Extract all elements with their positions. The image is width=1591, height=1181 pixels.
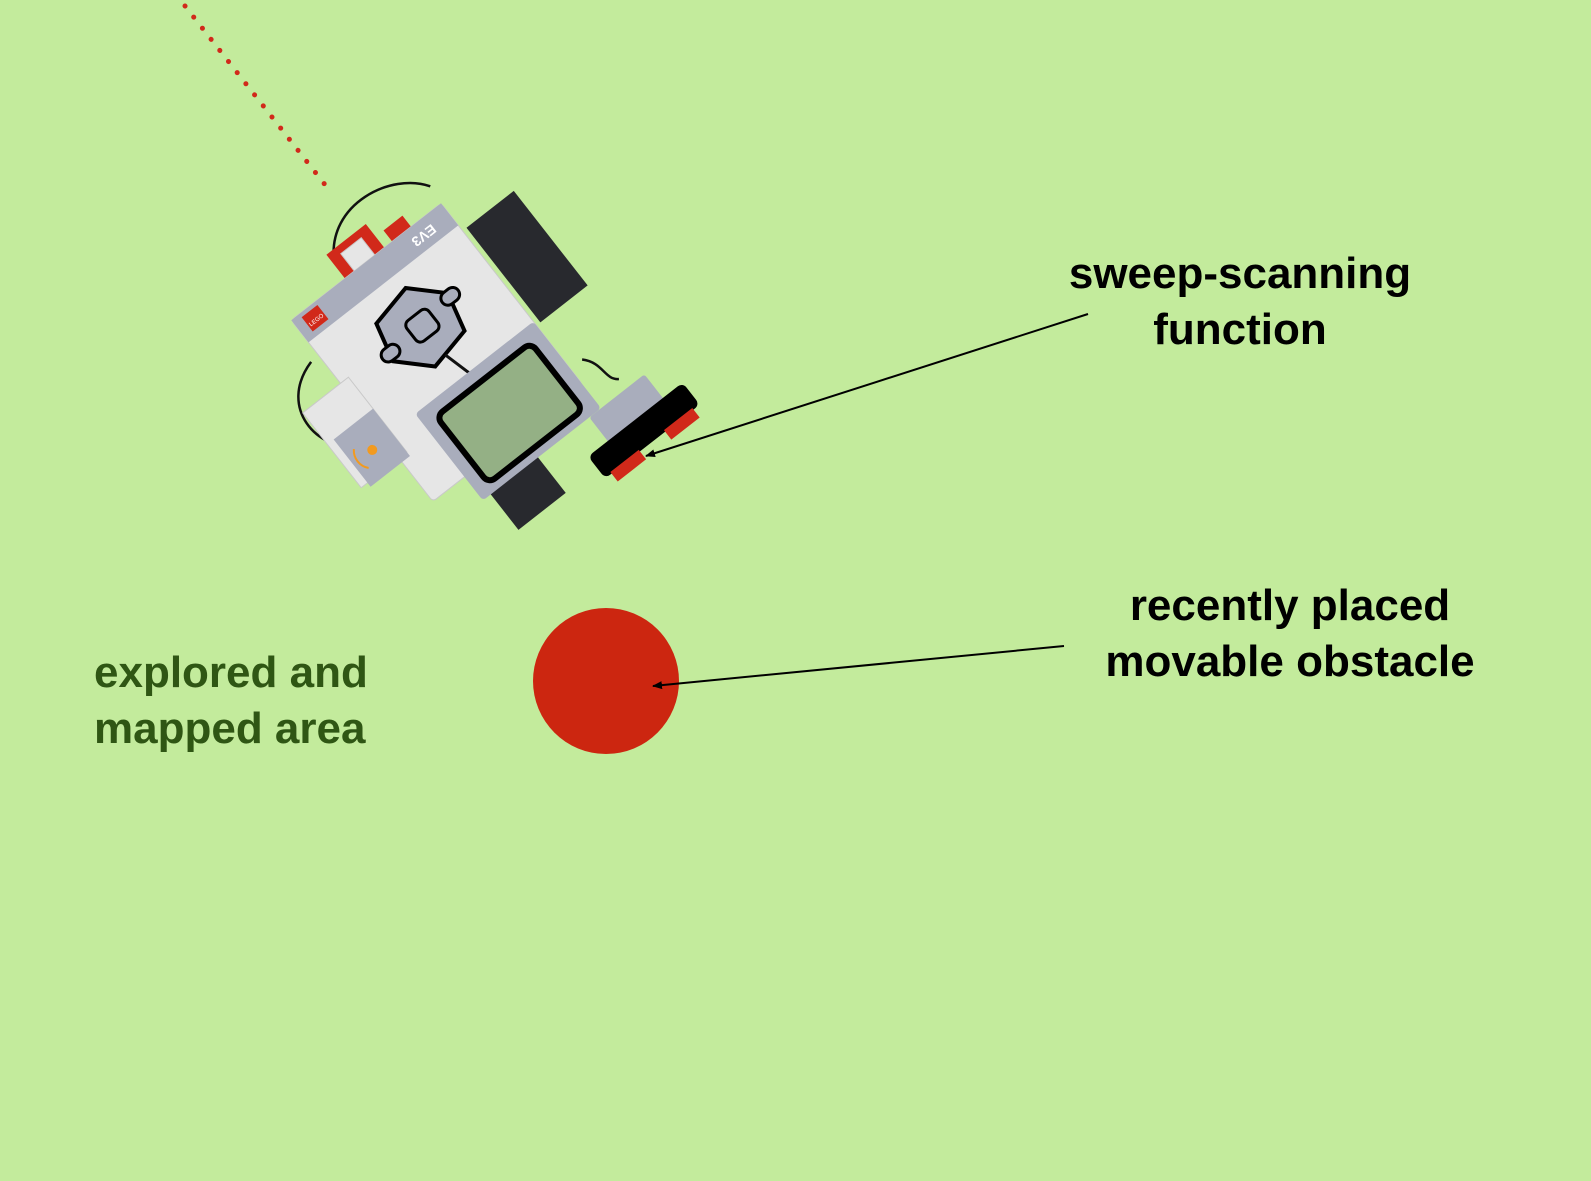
robot-wheel-right: [466, 190, 588, 323]
sweep-scanning-arrow: [645, 313, 1089, 458]
obstacle-arrow: [652, 645, 1065, 690]
explored-label-line2: mapped area: [94, 704, 366, 753]
robot-sensor-ring: [352, 449, 369, 469]
robot-side-connector: [383, 215, 412, 242]
sweep-label-line2: function: [1153, 305, 1327, 354]
robot-cable-top: [332, 181, 431, 262]
obstacle-label: recently placed movable obstacle: [1040, 578, 1540, 690]
explored-label-line1: explored and: [94, 648, 368, 697]
sweep-label-line1: sweep-scanning: [1068, 249, 1412, 298]
sweep-scanning-label: sweep-scanning function: [1000, 246, 1480, 358]
robot-pad-stem: [444, 353, 471, 375]
movable-obstacle: [533, 608, 679, 754]
robot-ultrasonic-sensor: [590, 384, 698, 477]
robot-right-button: [439, 285, 462, 307]
ev3-robot-icon: EV3 LEGO: [291, 181, 700, 530]
obstacle-label-line2: movable obstacle: [1105, 637, 1475, 686]
robot-ultrasonic-mount: [590, 375, 668, 448]
explored-area-label: explored and mapped area: [94, 645, 368, 757]
robot-lego-logo: [301, 304, 329, 332]
robot-top-panel: [291, 203, 459, 343]
robot-ultrasonic-tab-left: [610, 449, 647, 482]
robot-center-button: [404, 307, 441, 344]
robot-sensor-eye: [367, 444, 378, 455]
robot-ultrasonic-tab-right: [663, 407, 700, 440]
obstacle-label-line1: recently placed: [1129, 581, 1451, 630]
robot-cable-bottom: [581, 358, 619, 381]
robot-left-button: [379, 342, 402, 364]
robot-travel-path: [182, 3, 329, 189]
robot-screen: [436, 342, 583, 484]
